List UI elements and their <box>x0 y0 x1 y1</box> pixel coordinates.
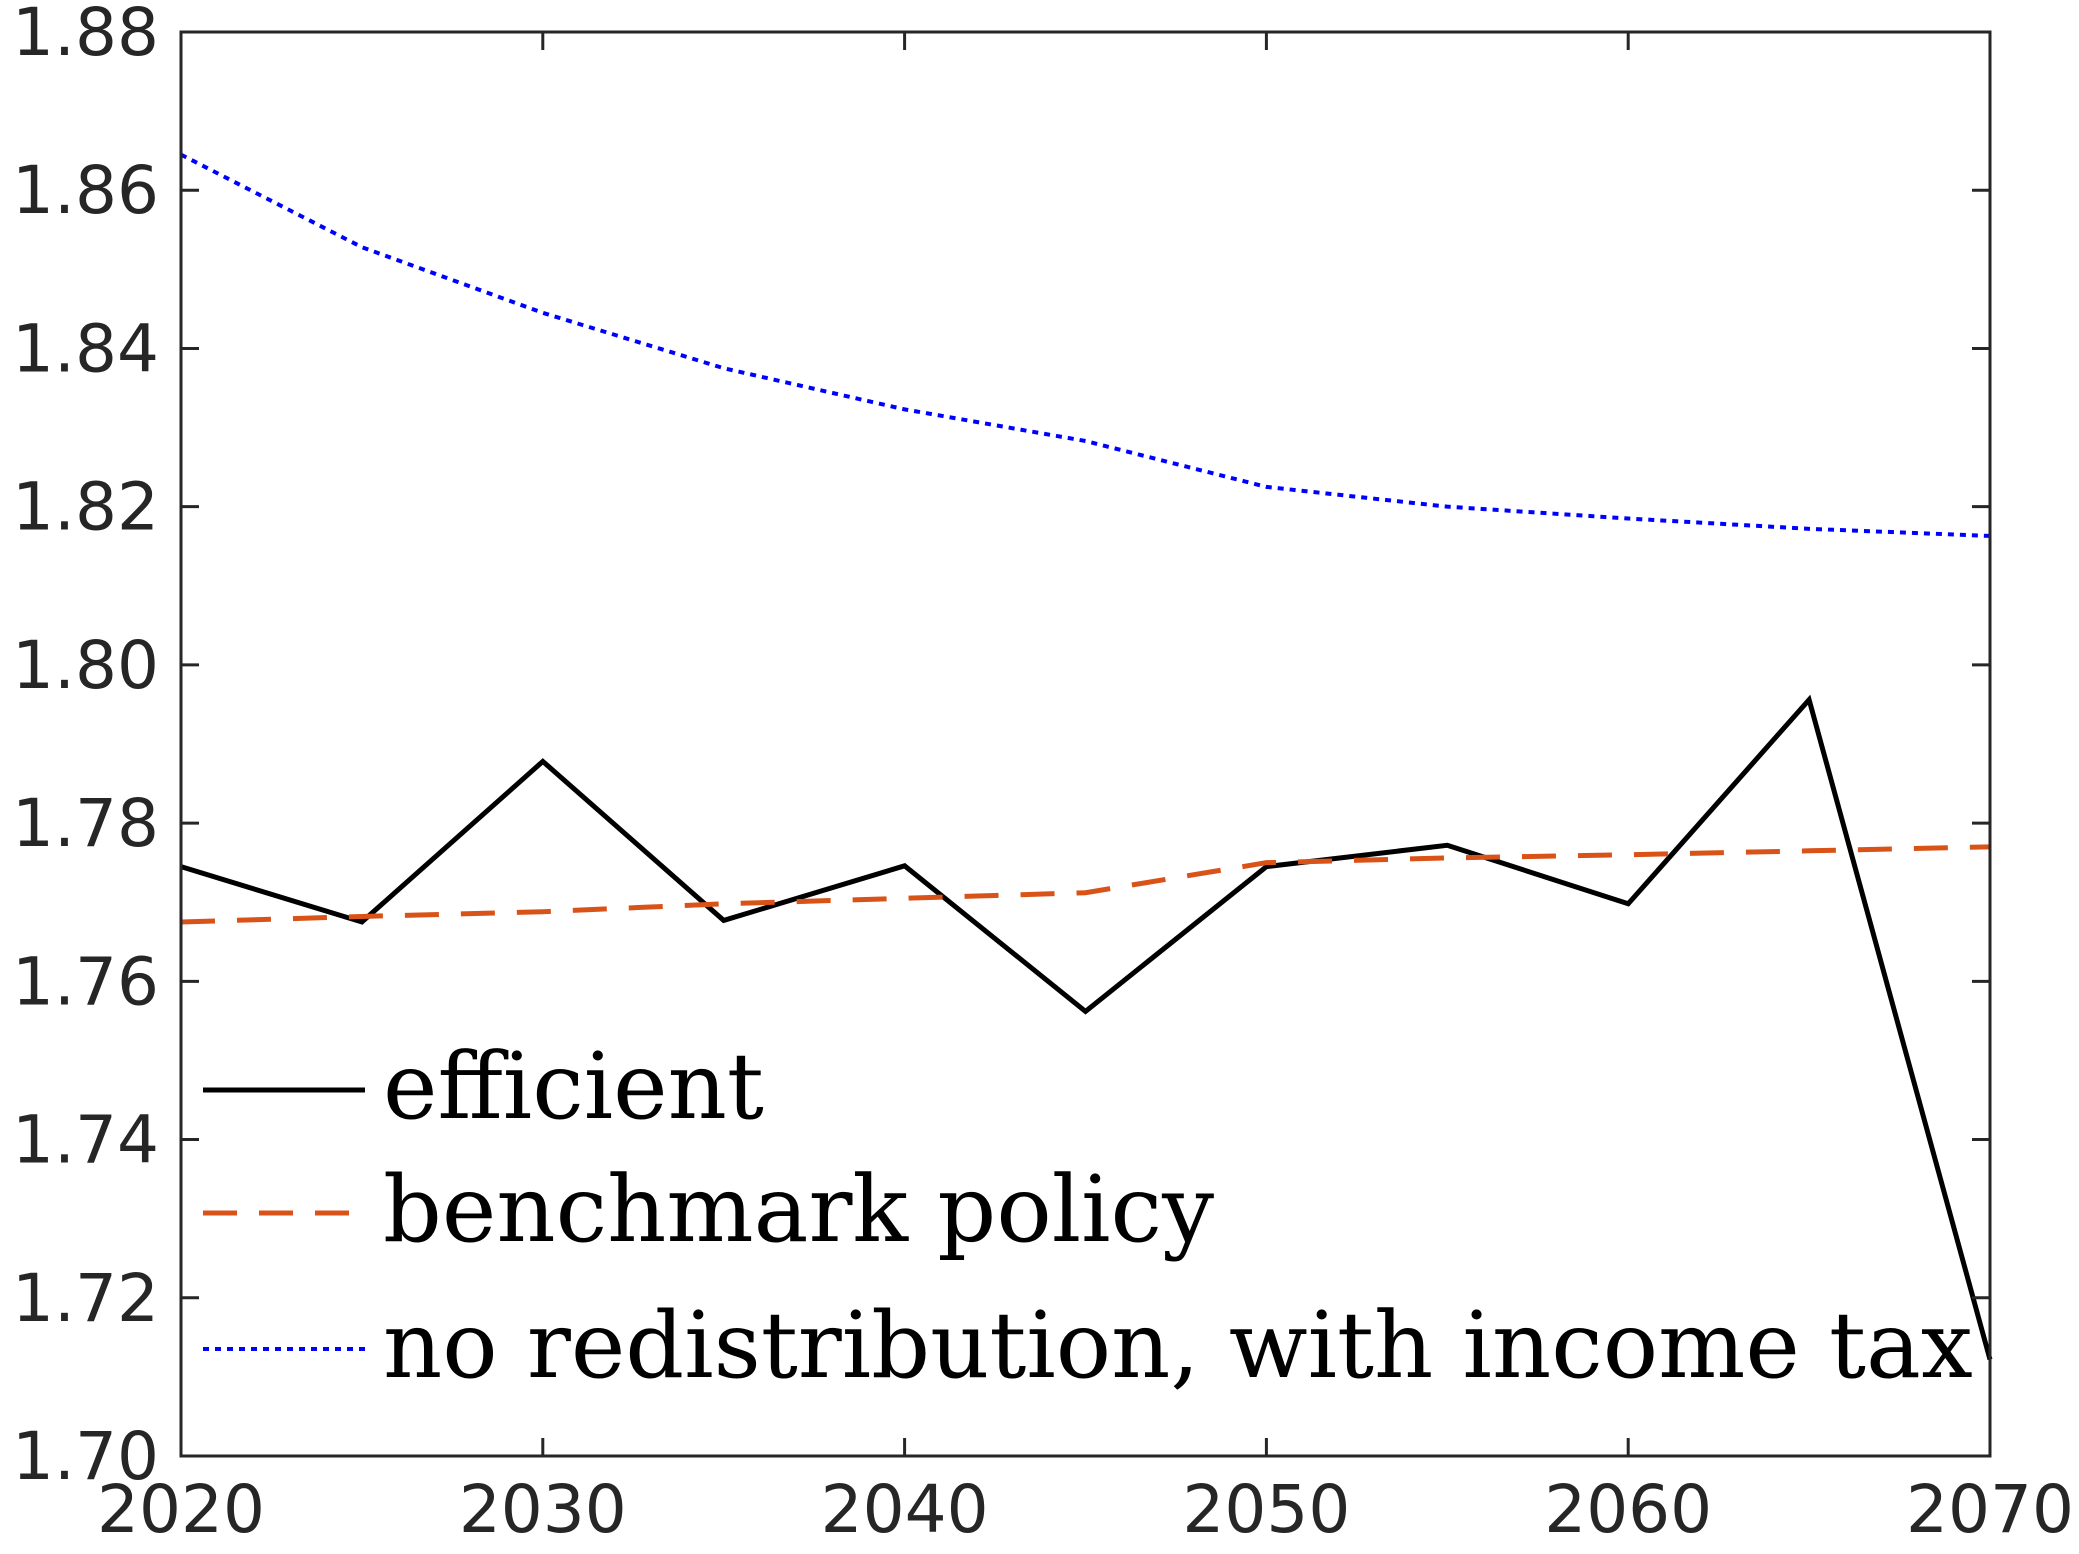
legend-label-1: efficient <box>383 1033 764 1140</box>
y-tick-label: 1.84 <box>12 310 159 387</box>
y-tick-label: 1.76 <box>12 943 159 1020</box>
y-tick-label: 1.74 <box>12 1102 159 1179</box>
x-tick-label: 2020 <box>97 1471 265 1548</box>
y-tick-label: 1.70 <box>12 1418 159 1495</box>
y-tick-label: 1.80 <box>12 627 159 704</box>
y-tick-label: 1.88 <box>12 0 159 71</box>
series-line-2 <box>180 844 1991 925</box>
y-tick-label: 1.78 <box>12 785 159 862</box>
legend-label-2: benchmark policy <box>383 1156 1214 1263</box>
x-tick-label: 2030 <box>459 1471 627 1548</box>
x-tick-label: 2070 <box>1906 1471 2074 1548</box>
series-line-3 <box>180 152 1991 538</box>
axes-layer: 2020 2030 2040 2050 2060 2070 1.70 1.72 1.74 1.76… <box>12 0 2074 1548</box>
x-tick-label: 2050 <box>1182 1471 1350 1548</box>
x-tick-label: 2060 <box>1544 1471 1712 1548</box>
axes-box <box>179 30 1992 1458</box>
series-line-1 <box>180 694 1993 1361</box>
plot-area <box>181 32 1990 1456</box>
y-tick-label: 1.72 <box>12 1260 159 1337</box>
y-tick-label: 1.82 <box>12 469 159 546</box>
series-layer <box>180 152 1993 1361</box>
x-tick-label: 2040 <box>821 1471 989 1548</box>
legend-label-3: no redistribution, with income tax <box>383 1292 1973 1399</box>
y-tick-label: 1.86 <box>12 152 159 229</box>
legend: efficient benchmark policy no redistributi… <box>203 1033 1973 1399</box>
plot-background <box>181 32 1990 1456</box>
